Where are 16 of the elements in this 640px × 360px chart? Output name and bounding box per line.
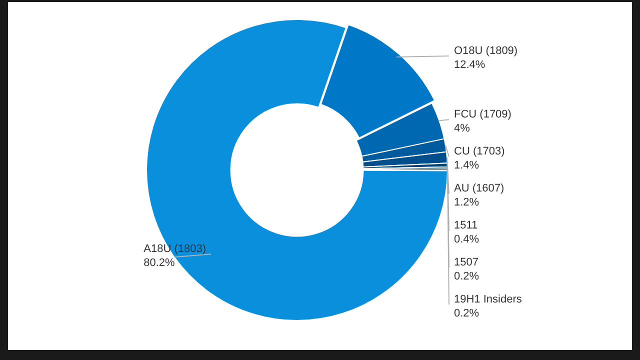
slice-label: 19H1 Insiders [454, 294, 522, 306]
slice-label: A18U (1803) [144, 243, 206, 256]
slice-label: 1511 [454, 220, 478, 232]
slice-label: 1507 [454, 256, 478, 269]
data-label: 1.4% [454, 160, 480, 172]
data-label: 1.2% [454, 196, 480, 209]
slice-label: O18U (1809) [454, 45, 518, 57]
slice-label: AU (1607) [454, 182, 504, 195]
data-label: 12.4% [454, 59, 486, 71]
slice-label: FCU (1709) [454, 108, 512, 121]
data-label: 80.2% [144, 257, 176, 270]
data-label: 0.2% [454, 308, 480, 320]
data-label: 0.4% [454, 234, 480, 246]
data-label: 4% [454, 122, 470, 135]
slice-label: CU (1703) [454, 146, 505, 158]
data-label: 0.2% [454, 270, 480, 283]
